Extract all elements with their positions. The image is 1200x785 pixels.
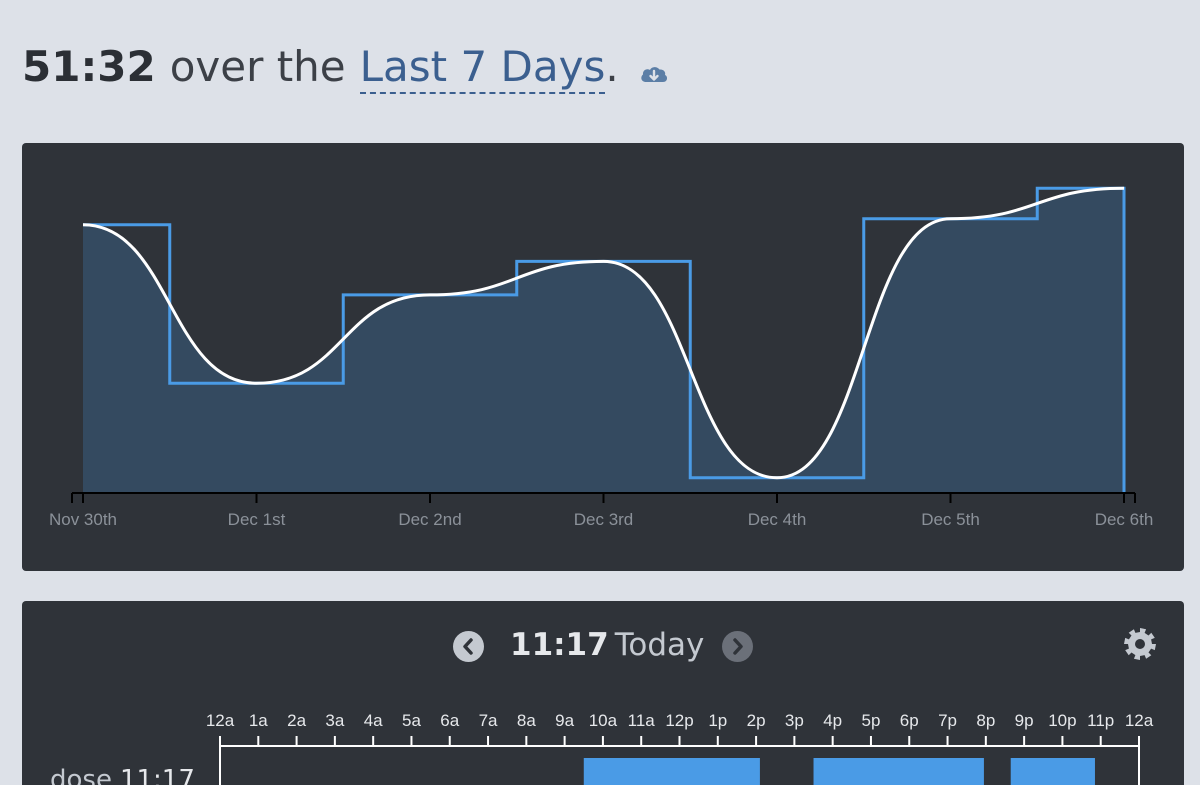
- day-timeline: 12a 1a 2a 3a 4a 5a 6a 7a 8a 9a 10a 11a 12p 1p 2p 3p 4p 5p…: [206, 711, 1154, 785]
- x-tick-label-1: Dec 1st: [228, 510, 286, 529]
- hour-label-0: 12a: [206, 711, 235, 730]
- x-tick-label-3: Dec 3rd: [574, 510, 634, 529]
- day-total-time: 11:17: [510, 627, 609, 663]
- session-bar-0: [583, 758, 760, 785]
- weekly-chart-panel: Nov 30th Dec 1st Dec 2nd Dec 3rd Dec 4th Dec …: [22, 143, 1184, 571]
- hour-label-22: 10p: [1048, 711, 1076, 730]
- weekly-chart: Nov 30th Dec 1st Dec 2nd Dec 3rd Dec 4th Dec …: [49, 186, 1154, 529]
- chevron-left-icon[interactable]: [453, 631, 484, 662]
- period: .: [605, 42, 619, 91]
- chevron-right-icon[interactable]: [722, 631, 753, 662]
- hour-label-8: 8a: [517, 711, 536, 730]
- hour-label-24: 12a: [1125, 711, 1154, 730]
- hour-label-18: 6p: [900, 711, 919, 730]
- hour-label-23: 11p: [1087, 711, 1114, 730]
- row-name: dose: [50, 765, 112, 785]
- day-label: Today: [614, 627, 705, 663]
- x-tick-label-4: Dec 4th: [748, 510, 807, 529]
- total-time: 51:32: [22, 42, 156, 91]
- gear-icon[interactable]: [1122, 626, 1158, 662]
- hour-label-10: 10a: [589, 711, 618, 730]
- daily-step-line: [83, 186, 1126, 493]
- hour-label-21: 9p: [1015, 711, 1034, 730]
- x-tick-label-5: Dec 5th: [921, 510, 980, 529]
- hour-label-9: 9a: [555, 711, 574, 730]
- session-bar-2: [1010, 758, 1095, 785]
- hour-label-17: 5p: [861, 711, 880, 730]
- hour-label-4: 4a: [364, 711, 383, 730]
- hour-label-2: 2a: [287, 711, 306, 730]
- chart-area: [83, 188, 1124, 493]
- x-tick-label-6: Dec 6th: [1095, 510, 1154, 529]
- hour-label-15: 3p: [785, 711, 804, 730]
- summary-header: 51:32 over the Last 7 Days .: [22, 42, 619, 102]
- hour-label-1: 1a: [249, 711, 268, 730]
- over-the-text: over the: [169, 42, 346, 91]
- hour-label-5: 5a: [402, 711, 421, 730]
- trend-curve: [82, 186, 1125, 480]
- hour-label-20: 8p: [976, 711, 995, 730]
- hour-label-16: 4p: [823, 711, 842, 730]
- day-title: 11:17 Today: [510, 627, 704, 663]
- hour-label-12: 12p: [665, 711, 693, 730]
- hour-label-11: 11a: [628, 711, 656, 730]
- hour-label-6: 6a: [440, 711, 459, 730]
- x-tick-label-2: Dec 2nd: [398, 510, 461, 529]
- cloud-download-icon[interactable]: [638, 60, 670, 88]
- session-bar-1: [813, 758, 984, 785]
- hour-label-3: 3a: [325, 711, 344, 730]
- hour-label-13: 1p: [708, 711, 727, 730]
- timeline-row-label: dose 11:17: [50, 765, 195, 785]
- hour-label-19: 7p: [938, 711, 957, 730]
- date-range-link[interactable]: Last 7 Days: [359, 42, 606, 94]
- x-tick-label-0: Nov 30th: [49, 510, 117, 529]
- hour-label-7: 7a: [479, 711, 498, 730]
- day-view-panel: 11:17 Today 12a 1a 2a 3a 4a 5a 6a 7a 8a 9a 10a 11a 12…: [22, 601, 1184, 785]
- hour-label-14: 2p: [747, 711, 766, 730]
- row-total: 11:17: [119, 765, 195, 785]
